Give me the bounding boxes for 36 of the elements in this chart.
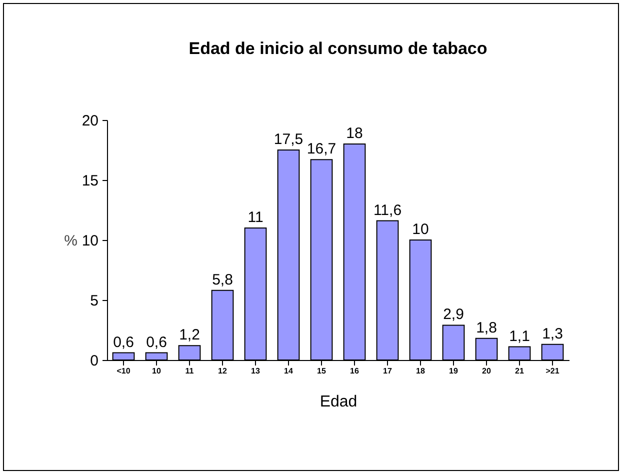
y-tick-label: 5 (90, 292, 98, 310)
x-tick-label: 16 (350, 366, 360, 376)
data-label: 5,8 (212, 271, 233, 288)
y-tick-label: 0 (90, 352, 98, 370)
x-tick-label: 17 (383, 366, 392, 376)
x-tick-label: 20 (482, 366, 492, 376)
chart-title: Edad de inicio al consumo de tabaco (188, 39, 488, 58)
data-label: 2,9 (443, 306, 464, 324)
y-tick-label: 20 (82, 112, 98, 130)
y-tick-label: 15 (82, 172, 98, 190)
x-tick-label: >21 (546, 366, 560, 376)
y-tick-label: 10 (82, 232, 98, 250)
data-label: 1,8 (476, 319, 497, 336)
data-label: 18 (346, 125, 363, 142)
x-tick-label: 14 (284, 366, 294, 376)
y-axis-title: % (64, 232, 78, 250)
data-label: 1,2 (179, 326, 200, 344)
data-label: 11 (248, 209, 264, 226)
x-tick-label: 13 (251, 366, 260, 376)
data-label: 0,6 (113, 334, 134, 351)
x-tick-label: 15 (317, 366, 326, 376)
data-label: 1,3 (542, 325, 563, 342)
data-label: 10 (412, 221, 429, 238)
x-tick-label: <10 (116, 366, 131, 376)
x-tick-label: 10 (152, 366, 162, 376)
data-label: 16,7 (306, 140, 336, 158)
x-tick-label: 12 (218, 366, 228, 376)
x-tick-label: 21 (515, 366, 524, 376)
data-label: 1,1 (509, 328, 530, 345)
x-axis-title: Edad (320, 394, 358, 410)
x-tick-label: 18 (416, 366, 426, 376)
data-label: 0,6 (146, 334, 167, 351)
x-tick-label: 11 (185, 366, 194, 376)
x-tick-label: 19 (449, 366, 458, 376)
data-label: 17,5 (274, 131, 304, 148)
data-label: 11,6 (373, 202, 402, 219)
